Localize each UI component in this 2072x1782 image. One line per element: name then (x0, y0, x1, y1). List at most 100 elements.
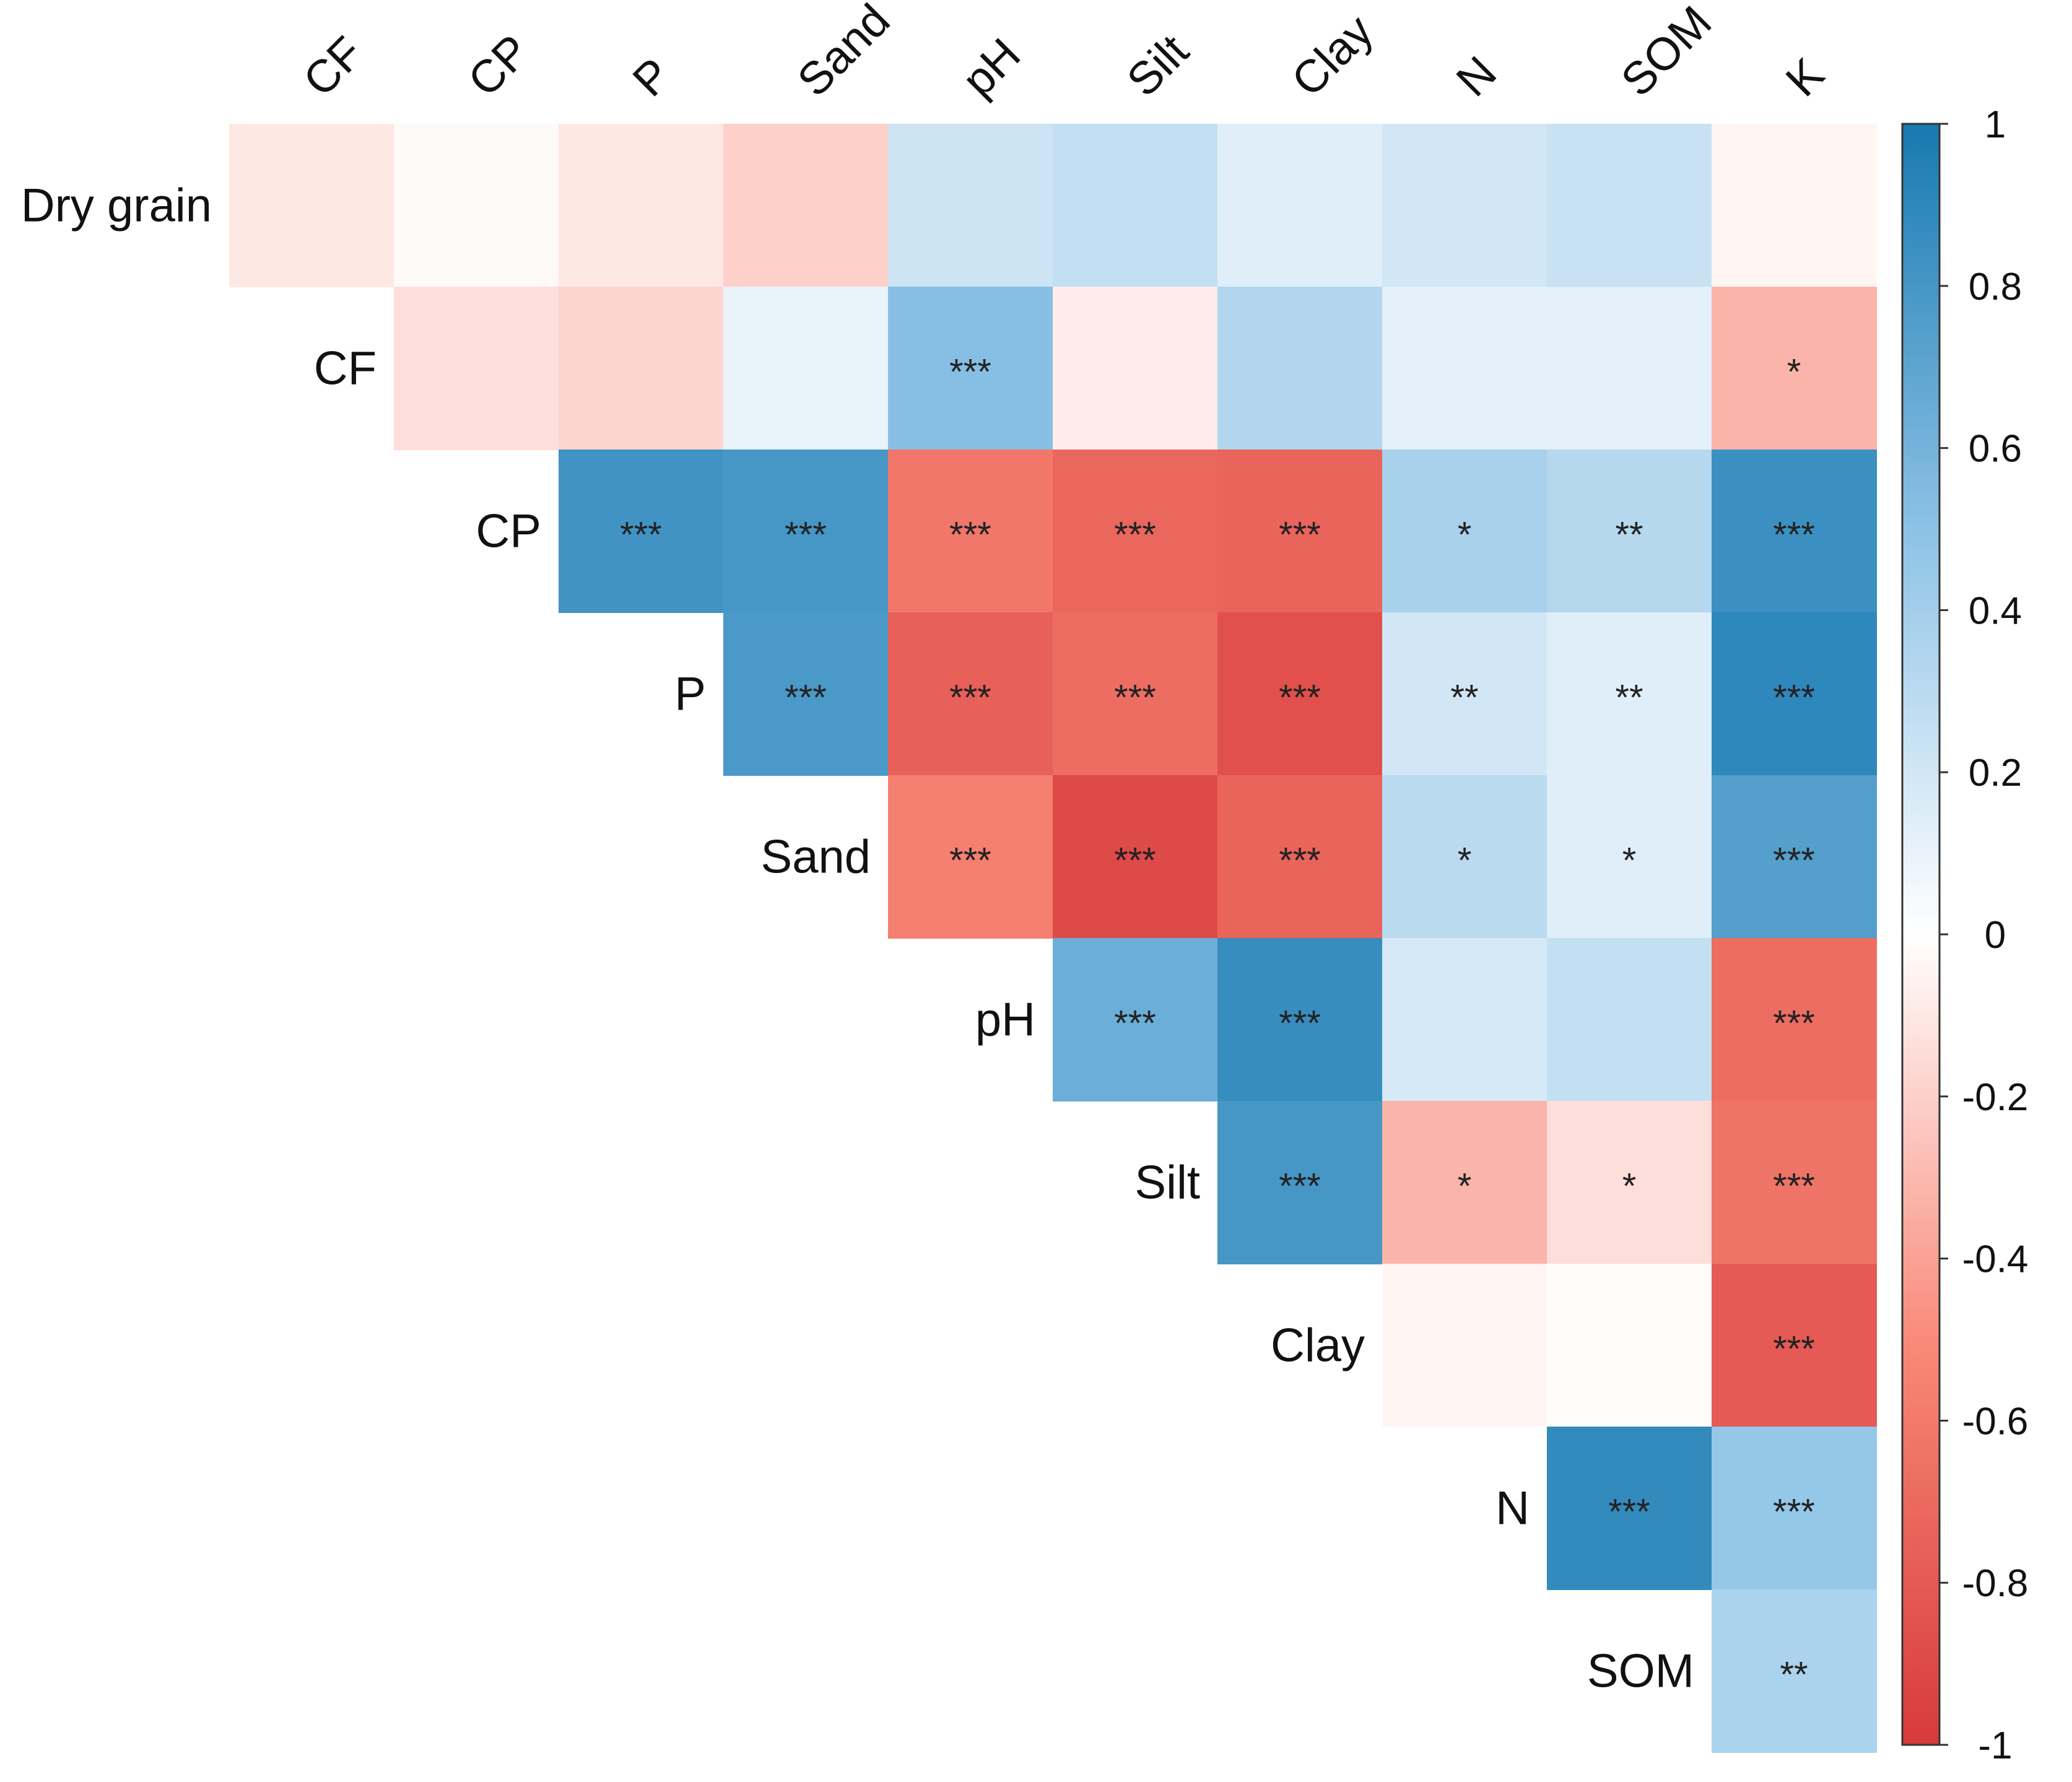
cell-0-2 (559, 124, 724, 287)
significance-4-6: *** (1279, 841, 1321, 881)
cell-6-9 (1712, 1101, 1877, 1264)
significance-2-3: *** (785, 515, 827, 555)
significance-6-9: *** (1773, 1167, 1815, 1207)
row-label-8: N (1495, 1482, 1530, 1535)
column-label-9: K (1776, 48, 1834, 106)
column-label-1: CP (458, 25, 539, 106)
column-label-8: SOM (1611, 0, 1722, 106)
cell-4-6 (1217, 775, 1383, 939)
cell-4-8 (1547, 775, 1712, 939)
significance-1-9: * (1787, 352, 1801, 393)
significance-2-6: *** (1279, 515, 1321, 555)
significance-2-4: *** (949, 515, 991, 555)
significance-4-4: *** (949, 841, 991, 881)
cell-7-7 (1382, 1264, 1547, 1427)
colorbar: 1 0.8 0.6 0.4 0.2 0 -0.2 -0.4 -0.6 -0.8 -1 (1901, 103, 2029, 1767)
significance-3-4: *** (949, 678, 991, 718)
cell-3-8 (1547, 612, 1712, 776)
significance-6-8: * (1622, 1167, 1637, 1207)
column-label-2: P (623, 48, 681, 106)
cell-7-8 (1547, 1264, 1712, 1427)
column-label-5: Silt (1117, 25, 1199, 106)
cell-4-9 (1712, 775, 1877, 939)
cell-5-9 (1712, 938, 1877, 1102)
colorbar-tick-label-3: 0.4 (1969, 589, 2022, 632)
significance-6-6: *** (1279, 1167, 1321, 1207)
column-label-6: Clay (1282, 5, 1383, 106)
cell-1-6 (1217, 287, 1383, 450)
cell-1-4 (888, 287, 1053, 450)
cell-1-2 (559, 287, 724, 450)
cell-1-9 (1712, 287, 1877, 450)
cell-4-7 (1382, 775, 1547, 939)
cell-3-9 (1712, 612, 1877, 776)
colorbar-tick-label-10: -1 (1978, 1724, 2012, 1767)
cell-3-6 (1217, 612, 1383, 776)
cell-3-5 (1053, 612, 1218, 776)
column-label-3: Sand (788, 0, 900, 106)
significance-5-5: *** (1114, 1004, 1156, 1044)
cell-7-9 (1712, 1264, 1877, 1427)
significance-2-5: *** (1114, 515, 1156, 555)
column-label-7: N (1447, 46, 1506, 106)
cell-4-4 (888, 775, 1053, 939)
cell-1-7 (1382, 287, 1547, 450)
significance-8-9: *** (1773, 1492, 1815, 1532)
column-label-4: pH (952, 28, 1030, 106)
cell-5-7 (1382, 938, 1547, 1102)
colorbar-tick-label-9: -0.8 (1962, 1562, 2029, 1605)
colorbar-tick-label-2: 0.6 (1969, 428, 2022, 471)
row-label-5: pH (975, 994, 1035, 1046)
significance-2-7: * (1458, 515, 1472, 555)
colorbar-tick-label-5: 0 (1985, 914, 2006, 957)
colorbar-tick-label-8: -0.6 (1962, 1400, 2029, 1443)
significance-2-2: *** (620, 515, 662, 555)
cell-0-3 (723, 124, 889, 287)
row-label-4: Sand (761, 831, 871, 884)
cell-0-5 (1053, 124, 1218, 287)
colorbar-tick-label-4: 0.2 (1969, 752, 2022, 794)
cell-1-5 (1053, 287, 1218, 450)
cell-2-2 (559, 450, 724, 613)
cell-3-3 (723, 612, 889, 776)
cell-2-8 (1547, 450, 1712, 613)
cell-0-8 (1547, 124, 1712, 287)
significance-3-9: *** (1773, 678, 1815, 718)
cell-5-6 (1217, 938, 1383, 1102)
cell-2-3 (723, 450, 889, 613)
significance-3-6: *** (1279, 678, 1321, 718)
colorbar-tick-label-0: 1 (1985, 103, 2006, 146)
cell-6-7 (1382, 1101, 1547, 1264)
significance-9-9: ** (1780, 1655, 1808, 1695)
significance-4-8: * (1622, 841, 1637, 881)
significance-1-4: *** (949, 352, 991, 393)
row-label-3: P (674, 668, 706, 721)
significance-5-9: *** (1773, 1004, 1815, 1044)
row-label-9: SOM (1587, 1645, 1694, 1698)
significance-2-8: ** (1615, 515, 1643, 555)
cell-3-7 (1382, 612, 1547, 776)
significance-5-6: *** (1279, 1004, 1321, 1044)
column-label-0: CF (294, 27, 373, 106)
row-labels: Dry grain CF CP P Sand pH Silt Clay N SOM (21, 180, 1694, 1698)
cell-2-9 (1712, 450, 1877, 613)
cell-3-4 (888, 612, 1053, 776)
colorbar-tick-label-6: -0.2 (1962, 1076, 2029, 1119)
significance-3-3: *** (785, 678, 827, 718)
significance-3-7: ** (1450, 678, 1478, 718)
cell-6-6 (1217, 1101, 1383, 1264)
cell-2-5 (1053, 450, 1218, 613)
cell-0-7 (1382, 124, 1547, 287)
cell-4-5 (1053, 775, 1218, 939)
colorbar-gradient (1901, 123, 1941, 1746)
cell-8-8 (1547, 1427, 1712, 1590)
cell-1-1 (394, 287, 559, 450)
cell-0-4 (888, 124, 1053, 287)
cell-2-7 (1382, 450, 1547, 613)
colorbar-tick-label-1: 0.8 (1969, 266, 2022, 308)
row-label-6: Silt (1134, 1157, 1200, 1209)
cell-2-4 (888, 450, 1053, 613)
row-label-1: CF (314, 342, 377, 395)
row-label-0: Dry grain (21, 180, 212, 232)
